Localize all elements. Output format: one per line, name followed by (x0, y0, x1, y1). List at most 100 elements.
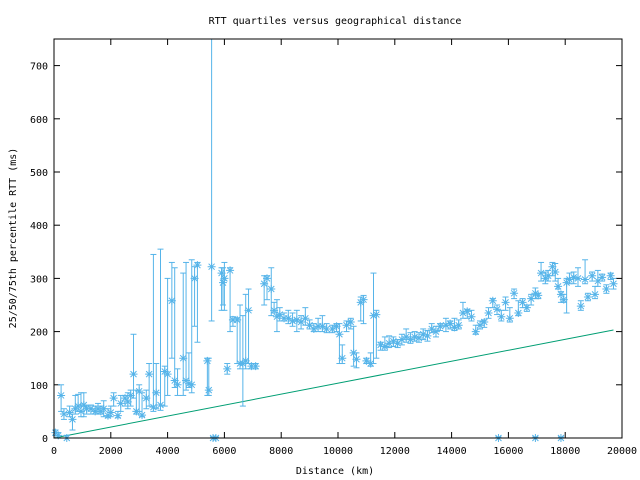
data-point (145, 363, 154, 407)
data-point (207, 39, 216, 322)
data-point (322, 323, 331, 334)
median-marker (179, 354, 188, 363)
median-marker (505, 314, 514, 323)
data-point (497, 309, 506, 322)
data-point (193, 261, 202, 343)
median-marker (497, 312, 506, 321)
median-marker (152, 388, 161, 397)
median-marker (332, 322, 341, 331)
median-marker (471, 327, 480, 336)
data-point (410, 331, 419, 342)
median-marker (414, 333, 423, 342)
data-point (138, 392, 147, 420)
data-point (450, 317, 459, 332)
data-point (314, 317, 323, 333)
median-marker (163, 370, 172, 379)
x-tick-label: 8000 (269, 446, 293, 457)
median-marker (123, 397, 132, 406)
median-marker (228, 315, 237, 324)
data-point (251, 362, 260, 371)
median-marker (57, 391, 66, 400)
median-marker (581, 275, 590, 284)
data-point (135, 384, 144, 412)
data-point (173, 368, 182, 396)
y-axis-label: 25/50/75th percentile RTT (ms) (8, 148, 19, 329)
x-axis-label: Distance (km) (296, 466, 374, 477)
median-marker (68, 415, 77, 424)
data-point (346, 317, 355, 330)
median-marker (322, 324, 331, 333)
x-tick-label: 2000 (99, 446, 123, 457)
x-tick-label: 6000 (212, 446, 236, 457)
median-marker (569, 273, 578, 282)
median-marker (220, 274, 229, 283)
median-marker (145, 370, 154, 379)
median-marker (218, 278, 227, 287)
data-point (149, 253, 158, 412)
data-point (113, 410, 122, 420)
median-marker (305, 321, 314, 330)
data-point (79, 392, 88, 418)
median-marker (380, 342, 389, 351)
median-marker (488, 296, 497, 305)
data-point (510, 288, 519, 300)
data-point (593, 269, 602, 287)
data-point (369, 272, 378, 365)
data-point (204, 357, 213, 396)
median-marker (135, 387, 144, 396)
median-marker (419, 330, 428, 339)
data-point (493, 304, 502, 316)
median-marker (217, 269, 226, 278)
median-marker (427, 324, 436, 333)
median-marker (284, 314, 293, 323)
data-point (292, 309, 301, 333)
median-marker (207, 262, 216, 271)
median-marker (588, 271, 597, 280)
median-marker (182, 376, 191, 385)
data-point (581, 259, 590, 285)
median-marker (309, 324, 318, 333)
median-marker (314, 322, 323, 331)
median-marker (410, 332, 419, 341)
median-marker (170, 376, 179, 385)
median-marker (74, 402, 83, 411)
median-marker (173, 380, 182, 389)
median-marker (65, 408, 74, 417)
data-point (467, 309, 476, 322)
data-point (275, 307, 284, 322)
median-marker (458, 308, 467, 317)
plot-frame (53, 38, 623, 439)
data-point (223, 363, 232, 375)
median-marker (267, 285, 276, 294)
data-point (602, 284, 611, 294)
median-marker (156, 401, 165, 410)
median-marker (113, 411, 122, 420)
median-marker (184, 379, 193, 388)
y-tick-label: 100 (30, 381, 48, 392)
median-marker (292, 315, 301, 324)
median-marker (389, 337, 398, 346)
data-point (402, 328, 411, 343)
data-point (565, 272, 574, 285)
median-marker (493, 305, 502, 314)
median-marker (534, 291, 543, 300)
median-marker (537, 269, 546, 278)
median-marker (518, 298, 527, 307)
data-point (170, 267, 179, 388)
x-tick-label: 18000 (550, 446, 580, 457)
data-point (372, 309, 381, 359)
data-point (272, 299, 281, 333)
data-point (301, 307, 310, 326)
data-point (480, 318, 489, 328)
median-marker (241, 356, 250, 365)
data-point (152, 363, 161, 410)
median-marker (441, 321, 450, 330)
data-point (446, 319, 455, 330)
data-point (588, 271, 597, 282)
y-tick-label: 600 (30, 115, 48, 126)
median-marker (446, 319, 455, 328)
median-marker (463, 307, 472, 316)
median-marker (167, 296, 176, 305)
data-point (99, 400, 108, 418)
